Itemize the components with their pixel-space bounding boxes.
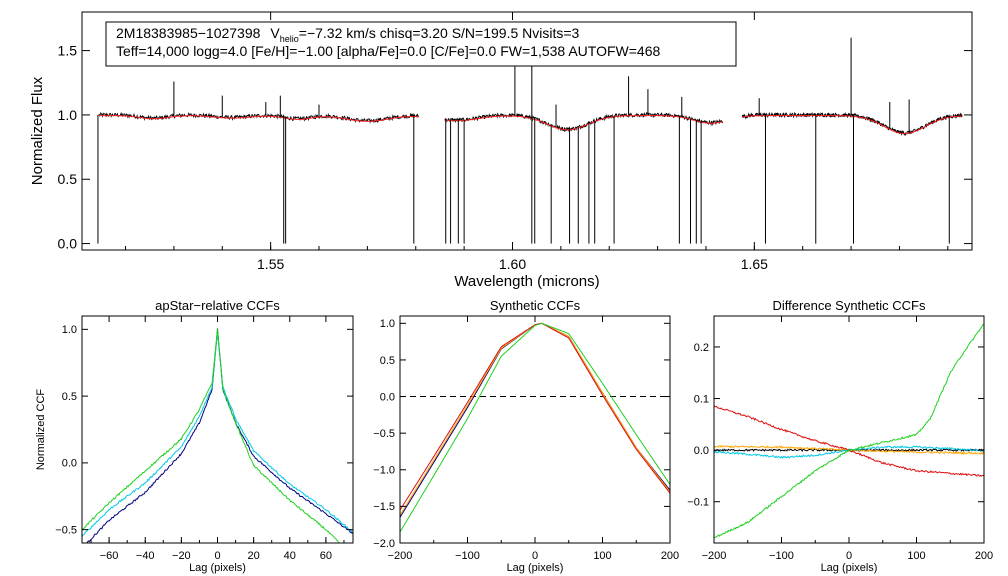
- synthetic-ccf-series-4: [400, 323, 670, 533]
- difference-ccf-axes-frame: [713, 315, 985, 544]
- difference-ccf-series-3: [714, 445, 984, 459]
- vhelio-value: =−7.32 km/s chisq=3.20 S/N=199.5 Nvisits…: [299, 25, 580, 41]
- apstar-ccf-series-2: [82, 332, 353, 538]
- apstar-ccf-series-1: [86, 328, 353, 543]
- apstar-ccf-plot-area: [82, 328, 353, 543]
- x-tick-label: −100: [455, 550, 480, 562]
- y-tick-label: 0.5: [380, 355, 395, 367]
- x-tick-label: 1.55: [257, 256, 284, 272]
- spectrum-panel: 1.55 1.60 1.65 0.0 0.5 1.0 1.5 Wavelength (micr…: [29, 11, 973, 290]
- x-tick-label: 0: [214, 550, 220, 562]
- x-tick-label: 100: [907, 550, 925, 562]
- synthetic-ccf-series-3: [400, 322, 670, 511]
- y-tick-label: 0.0: [380, 391, 395, 403]
- x-tick-label: −200: [388, 550, 413, 562]
- info-line-2: Teff=14,000 logg=4.0 [Fe/H]=−1.00 [alpha…: [116, 43, 660, 59]
- observed-spectrum-chip-1: [98, 111, 420, 124]
- y-tick-label: 0.5: [62, 391, 77, 403]
- x-tick-label: 100: [593, 550, 611, 562]
- y-tick-label: 0.0: [694, 445, 709, 457]
- info-box: [105, 21, 737, 67]
- x-tick-label: 60: [320, 550, 332, 562]
- x-tick-label: −40: [136, 550, 155, 562]
- model-spectrum-chip-1: [98, 115, 419, 122]
- apstar-ccf-ylabel: Normalized CCF: [35, 389, 47, 471]
- x-tick-label: −200: [702, 550, 727, 562]
- vhelio-subscript: helio: [280, 34, 299, 44]
- x-tick-label: −60: [100, 550, 119, 562]
- difference-ccf-title: Difference Synthetic CCFs: [773, 298, 926, 313]
- difference-ccf-plot-area: [714, 323, 984, 539]
- spectrum-axes-frame: [81, 11, 973, 251]
- difference-ccf-xlabel: Lag (pixels): [821, 562, 878, 574]
- synthetic-ccf-panel: −200 −100 0 100 200 −2.0 −1.5 −1.0 −0.5 0.0 0.5 1.0…: [373, 298, 679, 574]
- model-spectrum-chip-2: [444, 115, 723, 131]
- model-spectrum-chip-3: [742, 115, 963, 135]
- synthetic-ccf-xlabel: Lag (pixels): [507, 562, 564, 574]
- synthetic-ccf-plot-area: [400, 322, 670, 533]
- y-tick-label: −0.5: [373, 428, 395, 440]
- vhelio-label: V: [270, 25, 280, 41]
- x-tick-label: 200: [661, 550, 679, 562]
- y-tick-label: −1.5: [373, 501, 395, 513]
- x-tick-label: 20: [248, 550, 260, 562]
- synthetic-ccf-series-2: [400, 322, 670, 516]
- spectrum-xlabel: Wavelength (microns): [454, 273, 599, 290]
- y-tick-label: 0.2: [694, 342, 709, 354]
- y-tick-label: −2.0: [373, 538, 395, 550]
- x-tick-label: −100: [769, 550, 794, 562]
- info-line-1: 2M18383985−1027398 Vhelio=−7.32 km/s chis…: [116, 25, 580, 44]
- observed-spectrum-chip-2: [444, 111, 723, 133]
- x-tick-label: 0: [846, 550, 852, 562]
- x-tick-label: −20: [172, 550, 191, 562]
- x-tick-label: 1.60: [499, 256, 526, 272]
- y-tick-label: 1.0: [58, 107, 78, 123]
- y-tick-label: 0.1: [694, 393, 709, 405]
- apstar-ccf-series-3: [82, 329, 341, 543]
- difference-ccf-panel: −200 −100 0 100 200 −0.1 0.0 0.1 0.2 Difference S…: [687, 298, 993, 574]
- y-tick-label: 1.0: [380, 318, 395, 330]
- y-tick-label: 0.0: [62, 458, 77, 470]
- spectrum-ylabel: Normalized Flux: [29, 76, 46, 185]
- x-tick-label: 40: [284, 550, 296, 562]
- y-tick-label: 1.0: [62, 324, 77, 336]
- y-tick-label: 0.0: [58, 235, 78, 251]
- apstar-ccf-axes-frame: [81, 315, 354, 544]
- y-tick-label: 0.5: [58, 171, 78, 187]
- y-tick-label: −0.1: [687, 497, 709, 509]
- synthetic-ccf-axes-frame: [399, 315, 671, 544]
- synthetic-ccf-title: Synthetic CCFs: [490, 298, 581, 313]
- apstar-ccf-panel: −60 −40 −20 0 20 40 60 −0.5 0.0 0.5 1.0 apStar−rela…: [35, 298, 354, 574]
- difference-ccf-series-5: [714, 323, 984, 539]
- y-tick-label: 1.5: [58, 42, 78, 58]
- x-tick-label: 200: [975, 550, 993, 562]
- spectrum-plot-area: [97, 31, 963, 244]
- apstar-ccf-xlabel: Lag (pixels): [189, 562, 246, 574]
- y-tick-label: −1.0: [373, 465, 395, 477]
- x-tick-label: 0: [532, 550, 538, 562]
- synthetic-ccf-series-1: [400, 322, 670, 518]
- difference-ccf-series-4: [714, 405, 984, 477]
- y-tick-label: −0.5: [55, 524, 77, 536]
- x-tick-label: 1.65: [741, 256, 768, 272]
- star-id: 2M18383985−1027398: [116, 25, 261, 41]
- apstar-ccf-title: apStar−relative CCFs: [155, 298, 280, 313]
